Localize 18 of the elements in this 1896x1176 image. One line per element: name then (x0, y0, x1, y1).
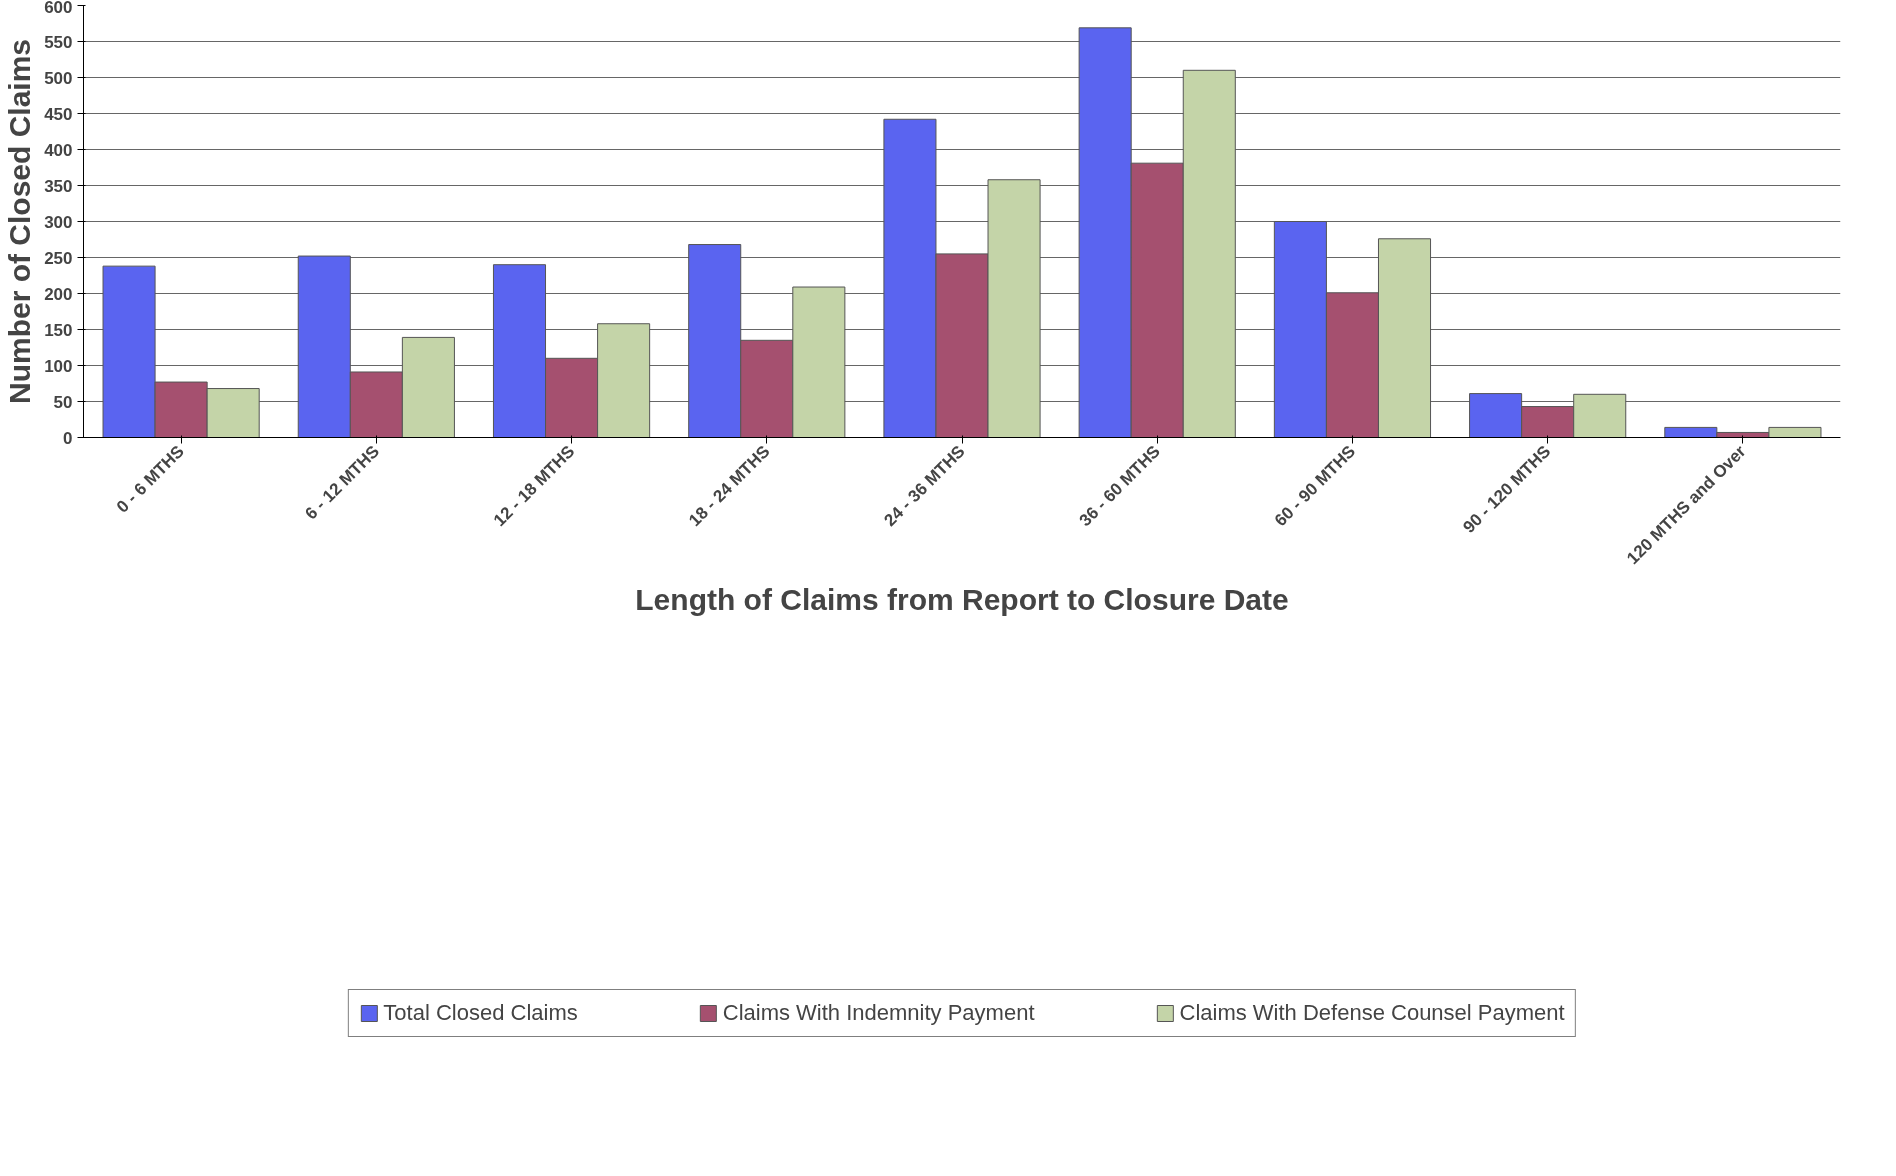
y-tick-label: 450 (44, 104, 73, 124)
y-tick-label: 550 (44, 32, 73, 52)
y-tick-label: 300 (44, 212, 73, 232)
x-axis-title: Length of Claims from Report to Closure Date (635, 582, 1289, 616)
y-tick-label: 250 (44, 248, 73, 268)
y-tick-label: 100 (44, 356, 73, 376)
legend-label: Claims With Defense Counsel Payment (1179, 999, 1565, 1026)
y-tick-label: 50 (53, 392, 73, 412)
y-tick-label: 350 (44, 176, 73, 196)
y-tick-label: 150 (44, 320, 73, 340)
y-tick-label: 500 (44, 68, 73, 88)
legend-label: Claims With Indemnity Payment (722, 999, 1035, 1026)
y-axis-title: Number of Closed Claims (3, 38, 37, 405)
y-tick-label: 0 (63, 428, 73, 448)
y-tick-label: 600 (44, 0, 73, 17)
legend-label: Total Closed Claims (383, 999, 578, 1026)
y-tick-label: 200 (44, 284, 73, 304)
y-tick-label: 400 (44, 140, 73, 160)
